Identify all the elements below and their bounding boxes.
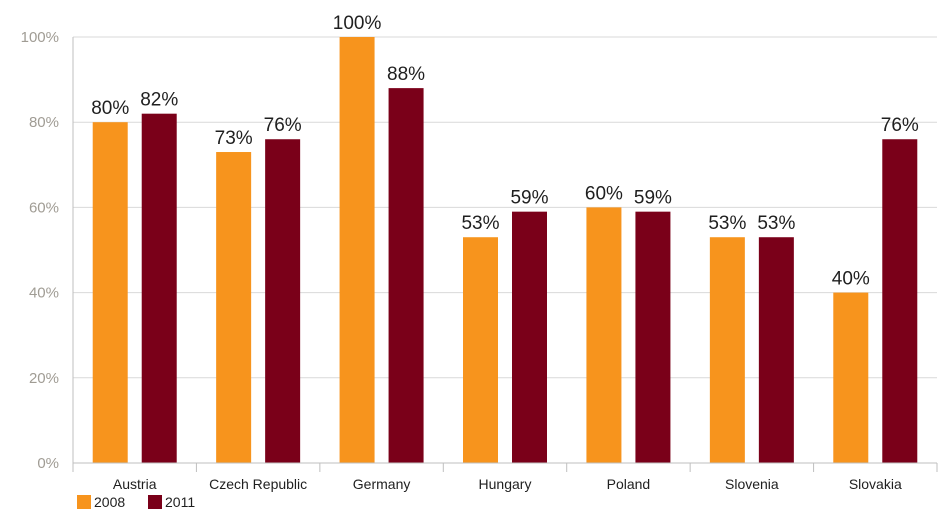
y-tick-label: 60% (29, 199, 59, 216)
legend-swatch-2011 (148, 495, 162, 509)
bar-2011-slovakia (882, 139, 918, 464)
data-label: 53% (708, 213, 746, 234)
data-label: 88% (387, 64, 425, 85)
category-label: Austria (113, 476, 157, 492)
gridlines (73, 36, 937, 379)
y-tick-label: 20% (29, 370, 59, 387)
bar-2008-hungary (463, 237, 498, 463)
bar-2008-slovakia (833, 292, 869, 463)
data-label: 53% (461, 213, 499, 234)
y-tick-label: 0% (37, 455, 59, 472)
bar-2011-poland (635, 211, 671, 463)
category-label: Slovakia (849, 476, 902, 492)
data-label: 59% (510, 188, 548, 209)
bar-2008-czech-republic (216, 152, 252, 463)
legend-label-2008: 2008 (94, 494, 125, 510)
category-label: Slovenia (725, 476, 779, 492)
x-axis (72, 37, 938, 472)
data-label: 80% (91, 98, 129, 119)
data-label: 73% (215, 128, 253, 149)
legend-label-2011: 2011 (165, 494, 195, 510)
bars (92, 37, 918, 464)
y-axis-ticks: 0% 20% 40% 60% 80% 100% (21, 29, 59, 472)
bar-2011-germany (388, 88, 424, 464)
bar-2008-austria (92, 122, 128, 463)
category-label: Germany (353, 476, 411, 492)
bar-2011-hungary (512, 211, 547, 463)
category-label: Hungary (479, 476, 532, 492)
data-label: 59% (634, 188, 672, 209)
data-label: 76% (264, 115, 302, 136)
legend: 2008 2011 (77, 494, 195, 510)
data-label: 100% (333, 13, 382, 34)
bar-2008-poland (586, 207, 622, 463)
data-labels: 80% 82% 73% 76% 100% 88% 53% 59% 60% 59% 53% 53% 40%… (91, 13, 919, 290)
legend-swatch-2008 (77, 495, 91, 509)
category-labels: Austria Czech Republic Germany Hungary Polan… (113, 476, 902, 492)
data-label: 76% (881, 115, 919, 136)
data-label: 82% (140, 90, 178, 111)
bar-2008-slovenia (709, 237, 745, 463)
y-tick-label: 40% (29, 285, 59, 302)
bar-2011-czech-republic (265, 139, 301, 464)
category-label: Czech Republic (209, 476, 307, 492)
data-label: 53% (757, 213, 795, 234)
data-label: 60% (585, 183, 623, 204)
y-tick-label: 100% (21, 29, 59, 46)
y-tick-label: 80% (29, 114, 59, 131)
category-label: Poland (607, 476, 651, 492)
bar-2011-austria (141, 113, 177, 464)
bar-2008-germany (339, 37, 375, 463)
data-label: 40% (832, 269, 870, 290)
bar-2011-slovenia (758, 237, 794, 463)
